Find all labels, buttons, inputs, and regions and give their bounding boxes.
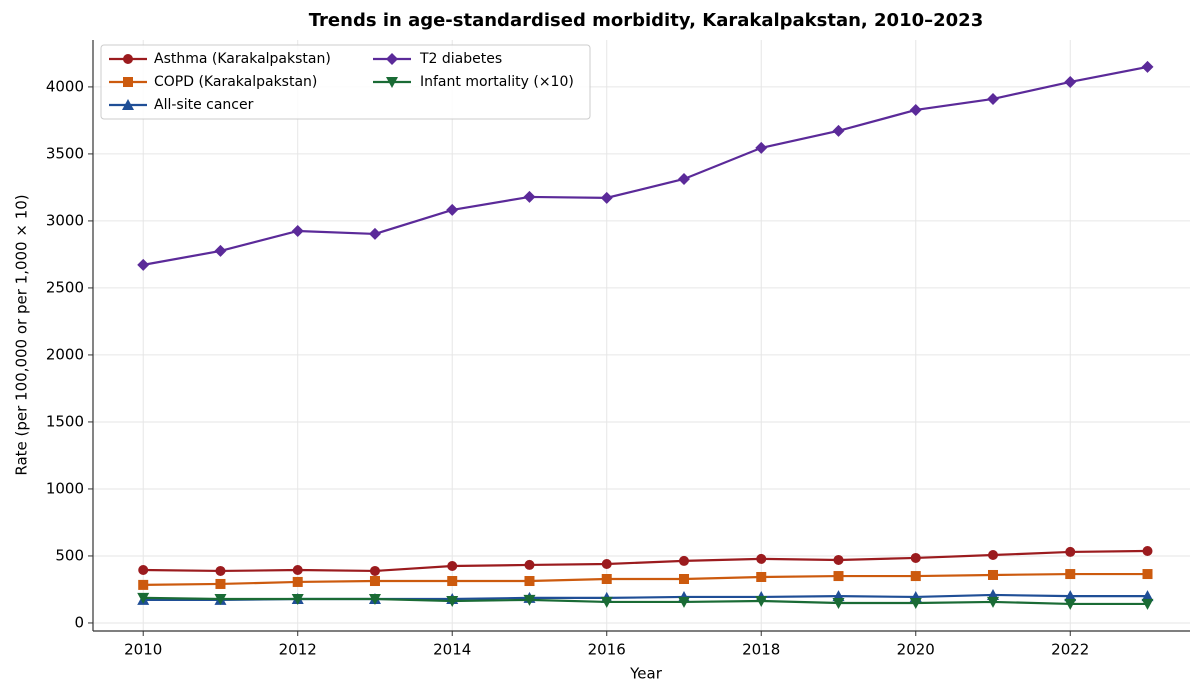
- marker: [292, 576, 303, 587]
- marker: [122, 99, 134, 110]
- legend-label: All-site cancer: [154, 97, 254, 113]
- marker: [600, 191, 613, 204]
- legend-label: Infant mortality (×10): [420, 74, 574, 90]
- marker: [214, 593, 227, 605]
- marker: [138, 579, 149, 590]
- marker: [1065, 546, 1076, 557]
- marker: [1142, 569, 1153, 580]
- legend-box: [100, 44, 591, 120]
- y-tick-label: 2500: [46, 278, 84, 296]
- y-tick-label: 500: [55, 546, 84, 564]
- marker: [678, 574, 689, 585]
- marker: [1141, 590, 1154, 602]
- y-tick-label: 1000: [46, 479, 84, 497]
- marker: [123, 54, 133, 64]
- marker: [369, 576, 380, 587]
- marker: [524, 559, 535, 570]
- y-tick-label: 0: [74, 613, 84, 631]
- marker: [1065, 569, 1076, 580]
- marker: [1064, 598, 1077, 610]
- marker: [1142, 545, 1153, 556]
- marker: [368, 593, 381, 605]
- legend-label: COPD (Karakalpakstan): [154, 74, 317, 90]
- marker: [523, 190, 536, 203]
- marker: [446, 203, 459, 216]
- legend-label: Asthma (Karakalpakstan): [154, 51, 331, 67]
- marker: [987, 596, 1000, 608]
- marker: [677, 172, 690, 185]
- marker: [678, 555, 689, 566]
- x-tick-label: 2016: [588, 641, 626, 659]
- marker: [988, 569, 999, 580]
- x-tick-label: 2022: [1051, 641, 1089, 659]
- series-line: [143, 65, 1148, 266]
- marker: [215, 578, 226, 589]
- marker: [386, 53, 398, 65]
- marker: [523, 594, 536, 606]
- marker: [987, 92, 1000, 105]
- series-line: [143, 572, 1148, 586]
- y-tick-label: 1500: [46, 412, 84, 430]
- marker: [291, 593, 304, 605]
- y-tick-label: 4000: [46, 77, 84, 95]
- marker: [832, 124, 845, 137]
- x-tick-label: 2018: [742, 641, 780, 659]
- marker: [756, 571, 767, 582]
- marker: [601, 574, 612, 585]
- marker: [1064, 590, 1077, 602]
- x-tick-label: 2014: [433, 641, 471, 659]
- marker: [677, 596, 690, 608]
- marker: [1141, 598, 1154, 610]
- marker: [369, 565, 380, 576]
- marker: [756, 553, 767, 564]
- marker: [833, 571, 844, 582]
- marker: [214, 244, 227, 257]
- x-axis-label: Year: [629, 665, 663, 683]
- legend-label: T2 diabetes: [419, 51, 502, 67]
- marker: [909, 597, 922, 609]
- marker: [909, 103, 922, 116]
- x-tick-label: 2010: [124, 641, 162, 659]
- x-tick-label: 2012: [279, 641, 317, 659]
- marker: [123, 77, 133, 87]
- marker: [988, 550, 999, 561]
- y-tick-label: 3000: [46, 211, 84, 229]
- y-tick-label: 2000: [46, 345, 84, 363]
- marker: [832, 597, 845, 609]
- marker: [138, 565, 149, 576]
- marker: [755, 595, 768, 607]
- marker: [368, 227, 381, 240]
- marker: [215, 565, 226, 576]
- marker: [446, 595, 459, 607]
- y-axis-label: Rate (per 100,000 or per 1,000 × 10): [13, 194, 31, 475]
- marker: [910, 552, 921, 563]
- marker: [600, 596, 613, 608]
- marker: [447, 561, 458, 572]
- marker: [137, 258, 150, 271]
- marker: [755, 141, 768, 154]
- marker: [386, 77, 398, 88]
- marker: [910, 571, 921, 582]
- chart-title: Trends in age-standardised morbidity, Ka…: [309, 10, 983, 31]
- marker: [291, 224, 304, 237]
- marker: [601, 558, 612, 569]
- marker: [524, 576, 535, 587]
- marker: [447, 576, 458, 587]
- series-line: [143, 549, 1148, 573]
- marker: [292, 565, 303, 576]
- series-line: [143, 596, 1148, 606]
- marker: [1141, 60, 1154, 73]
- x-tick-label: 2020: [897, 641, 935, 659]
- marker: [137, 592, 150, 604]
- marker: [1064, 75, 1077, 88]
- y-tick-label: 3500: [46, 144, 84, 162]
- marker: [833, 554, 844, 565]
